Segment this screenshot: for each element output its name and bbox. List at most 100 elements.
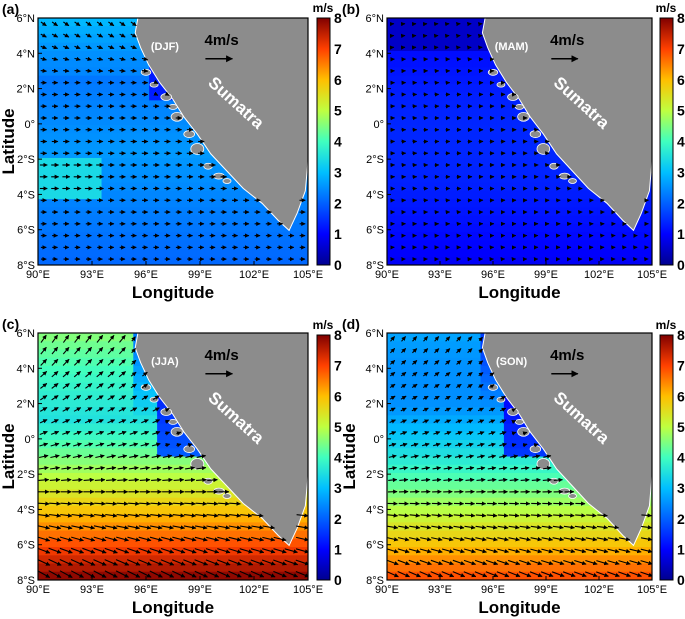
colorbar-tick-label: 3 (677, 480, 685, 496)
longitude-tick-label: 93°E (428, 269, 452, 281)
wind-arrow (251, 513, 264, 518)
wind-arrow (488, 431, 496, 436)
wind-arrow (48, 570, 62, 578)
wind-arrow (422, 383, 429, 389)
wind-arrow (51, 68, 59, 73)
wind-arrow (500, 395, 506, 401)
wind-arrow (184, 513, 197, 518)
latitude-tick-label: 4°S (17, 189, 35, 201)
wind-arrow (130, 395, 137, 400)
offshore-island (568, 493, 577, 499)
wind-arrow (118, 442, 127, 447)
wind-arrow (296, 525, 308, 530)
wind-arrow (151, 442, 161, 447)
wind-arrow (83, 466, 94, 471)
wind-arrow (444, 383, 451, 389)
wind-arrow (139, 477, 151, 483)
wind-arrow (596, 571, 609, 578)
wind-arrow (71, 501, 84, 506)
wind-arrow (585, 525, 598, 530)
wind-arrow (118, 419, 127, 424)
wind-arrow (411, 431, 419, 436)
reference-vector-label: 4m/s (550, 32, 584, 49)
wind-arrow (93, 536, 107, 542)
longitude-tick-label: 96°E (481, 269, 505, 281)
wind-arrow (430, 548, 443, 554)
wind-arrow (107, 359, 115, 366)
wind-arrow (150, 501, 163, 506)
offshore-island (168, 104, 178, 110)
offshore-island (529, 445, 542, 453)
wind-arrow (130, 383, 137, 389)
wind-arrow (477, 442, 485, 447)
wind-arrow (130, 68, 137, 73)
wind-arrow (499, 419, 507, 424)
wind-arrow (40, 382, 48, 389)
wind-arrow (70, 547, 85, 554)
wind-arrow (453, 513, 465, 518)
y-axis-label: Latitude (340, 423, 359, 489)
colorbar-tick-label: 0 (677, 257, 685, 273)
wind-arrow (160, 547, 175, 554)
wind-arrow (421, 442, 430, 447)
colorbar-tick-label: 8 (334, 327, 342, 343)
wind-arrow (273, 570, 287, 578)
offshore-island (160, 93, 173, 101)
wind-arrow (196, 465, 207, 471)
wind-arrow (96, 21, 103, 27)
wind-arrow (164, 419, 170, 424)
wind-arrow (50, 430, 60, 435)
wind-arrow (442, 537, 454, 542)
wind-arrow (74, 68, 81, 73)
wind-arrow (441, 571, 455, 578)
wind-arrow (72, 466, 83, 471)
offshore-island (549, 477, 559, 485)
longitude-tick-label: 99°E (534, 584, 558, 596)
wind-arrow (530, 525, 542, 530)
wind-arrow (96, 68, 104, 73)
wind-arrow (38, 465, 49, 471)
wind-arrow (431, 513, 443, 518)
longitude-tick-label: 102°E (584, 584, 614, 596)
wind-arrow (387, 537, 399, 542)
wind-arrow (183, 570, 197, 578)
wind-arrow (564, 513, 575, 518)
wind-arrow (117, 454, 128, 459)
colorbar-tick-label: 6 (677, 388, 685, 404)
wind-arrow (597, 513, 608, 518)
wind-arrow (389, 359, 396, 365)
wind-arrow (173, 477, 185, 483)
wind-arrow (141, 395, 149, 400)
wind-arrow (422, 371, 429, 377)
wind-arrow (51, 45, 59, 50)
wind-arrow (431, 525, 443, 530)
wind-arrow (519, 559, 532, 566)
wind-arrow (408, 571, 421, 578)
wind-arrow (205, 548, 220, 554)
wind-arrow (456, 371, 462, 377)
wind-arrow (130, 21, 137, 27)
latitude-tick-label: 6°N (17, 328, 36, 340)
wind-arrow (463, 571, 477, 578)
colorbar-tick-label: 7 (677, 41, 685, 57)
colorbar-tick-label: 4 (677, 450, 685, 466)
longitude-tick-label: 99°E (534, 269, 558, 281)
wind-arrow (129, 454, 139, 459)
wind-arrow (400, 407, 407, 412)
wind-arrow (388, 442, 397, 447)
colorbar-unit: m/s (656, 318, 677, 332)
wind-arrow (295, 536, 308, 542)
wind-arrow (509, 477, 519, 483)
wind-arrow (399, 477, 409, 483)
wind-arrow (70, 570, 84, 578)
colorbar-tick-label: 3 (334, 164, 342, 180)
wind-arrow (164, 408, 170, 413)
wind-arrow (71, 525, 84, 530)
colorbar-tick-label: 5 (677, 103, 685, 119)
wind-arrow (454, 477, 464, 483)
colorbar-tick-label: 0 (334, 572, 342, 588)
wind-arrow (390, 348, 396, 354)
colorbar-tick-label: 4 (677, 134, 685, 150)
wind-arrow (531, 466, 541, 471)
wind-arrow (107, 407, 115, 412)
